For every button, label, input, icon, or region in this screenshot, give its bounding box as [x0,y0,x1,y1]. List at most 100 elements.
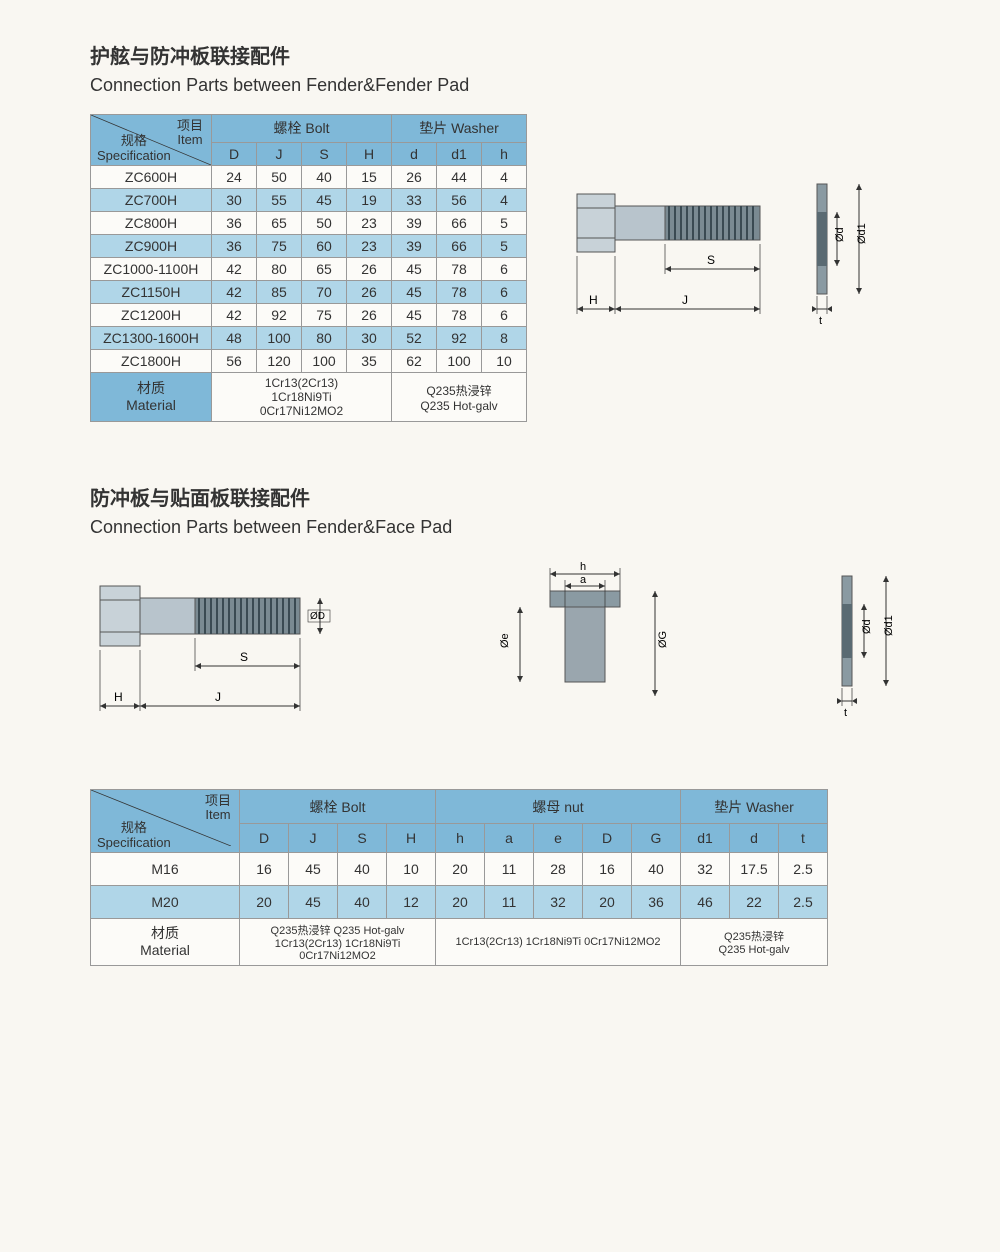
material-washer-2: Q235热浸锌 Q235 Hot-galv [681,919,828,966]
val-cell: 45 [392,304,437,327]
subhdr: J [257,142,302,165]
val-cell: 35 [347,350,392,373]
subhdr-2: D [240,824,289,853]
section1-diagrams: S J H [567,174,877,337]
subhdr: D [212,142,257,165]
val-cell: 19 [347,189,392,212]
subhdr: d [392,142,437,165]
spec-cell: ZC700H [91,189,212,212]
subhdr-2: d1 [681,824,730,853]
subhdr: H [347,142,392,165]
val-cell: 52 [392,327,437,350]
subhdr-2: e [534,824,583,853]
dim-h2: h [580,561,586,573]
dim-S: S [707,253,715,267]
subhdr-2: a [485,824,534,853]
group-washer-2: 垫片 Washer [681,790,828,824]
dim-t2: t [844,707,847,719]
washer-diagram: Ød Ød1 t [807,174,877,337]
material-bolt-2: Q235热浸锌 Q235 Hot-galv 1Cr13(2Cr13) 1Cr18… [240,919,436,966]
material-nut: 1Cr13(2Cr13) 1Cr18Ni9Ti 0Cr17Ni12MO2 [436,919,681,966]
val-cell-2: 40 [632,853,681,886]
val-cell: 75 [302,304,347,327]
spec-cell: ZC800H [91,212,212,235]
val-cell: 6 [482,281,527,304]
spec-cell: ZC1000-1100H [91,258,212,281]
dim-H2: H [114,690,123,704]
subhdr-2: D [583,824,632,853]
val-cell: 56 [212,350,257,373]
dim-a: a [580,574,587,586]
dim-d1b: Ød1 [883,615,895,636]
val-cell: 55 [257,189,302,212]
val-cell: 60 [302,235,347,258]
material-label-2: 材质Material [91,919,240,966]
val-cell-2: 17.5 [730,853,779,886]
val-cell: 30 [347,327,392,350]
val-cell-2: 28 [534,853,583,886]
dim-J: J [682,293,688,307]
val-cell: 44 [437,166,482,189]
val-cell: 5 [482,235,527,258]
val-cell-2: 40 [338,886,387,919]
spec-cell-2: M16 [91,853,240,886]
section1-title-cn: 护舷与防冲板联接配件 [90,40,910,69]
val-cell: 36 [212,212,257,235]
dim-D2: ØD [310,611,325,622]
val-cell: 42 [212,281,257,304]
subhdr-2: J [289,824,338,853]
val-cell-2: 20 [436,853,485,886]
val-cell-2: 11 [485,886,534,919]
val-cell-2: 20 [583,886,632,919]
subhdr-2: G [632,824,681,853]
val-cell-2: 16 [583,853,632,886]
dim-d1: Ød1 [856,223,868,244]
material-label: 材质Material [91,373,212,422]
val-cell: 10 [482,350,527,373]
val-cell: 45 [392,281,437,304]
val-cell: 65 [257,212,302,235]
val-cell: 36 [212,235,257,258]
val-cell: 85 [257,281,302,304]
material-bolt: 1Cr13(2Cr13) 1Cr18Ni9Ti 0Cr17Ni12MO2 [212,373,392,422]
val-cell: 80 [257,258,302,281]
subhdr-2: S [338,824,387,853]
val-cell: 62 [392,350,437,373]
val-cell: 65 [302,258,347,281]
val-cell-2: 10 [387,853,436,886]
spec-cell: ZC1150H [91,281,212,304]
val-cell: 4 [482,189,527,212]
section2: 防冲板与贴面板联接配件 Connection Parts between Fen… [90,482,910,966]
spec-cell: ZC600H [91,166,212,189]
subhdr: d1 [437,142,482,165]
group-bolt-2: 螺栓 Bolt [240,790,436,824]
section2-title-cn: 防冲板与贴面板联接配件 [90,482,910,511]
val-cell-2: 22 [730,886,779,919]
val-cell: 78 [437,258,482,281]
val-cell: 100 [437,350,482,373]
val-cell: 48 [212,327,257,350]
dim-J2: J [215,690,221,704]
corner-cell: 项目Item 规格Specification [91,115,212,166]
val-cell-2: 2.5 [779,853,828,886]
spec-cell: ZC1200H [91,304,212,327]
val-cell-2: 20 [240,886,289,919]
dim-t: t [819,315,822,327]
val-cell: 26 [347,304,392,327]
section2-diagrams: ØD S J H [90,556,910,739]
val-cell-2: 40 [338,853,387,886]
val-cell: 92 [437,327,482,350]
bolt-diagram: S J H [567,174,787,337]
val-cell: 5 [482,212,527,235]
val-cell-2: 11 [485,853,534,886]
dim-d: Ød [834,227,846,242]
subhdr: h [482,142,527,165]
val-cell-2: 36 [632,886,681,919]
val-cell: 26 [392,166,437,189]
val-cell-2: 32 [534,886,583,919]
section1: 护舷与防冲板联接配件 Connection Parts between Fend… [90,40,910,422]
val-cell: 42 [212,258,257,281]
val-cell-2: 12 [387,886,436,919]
nut-diagram: h a Øe ØG [490,556,690,739]
val-cell-2: 45 [289,853,338,886]
